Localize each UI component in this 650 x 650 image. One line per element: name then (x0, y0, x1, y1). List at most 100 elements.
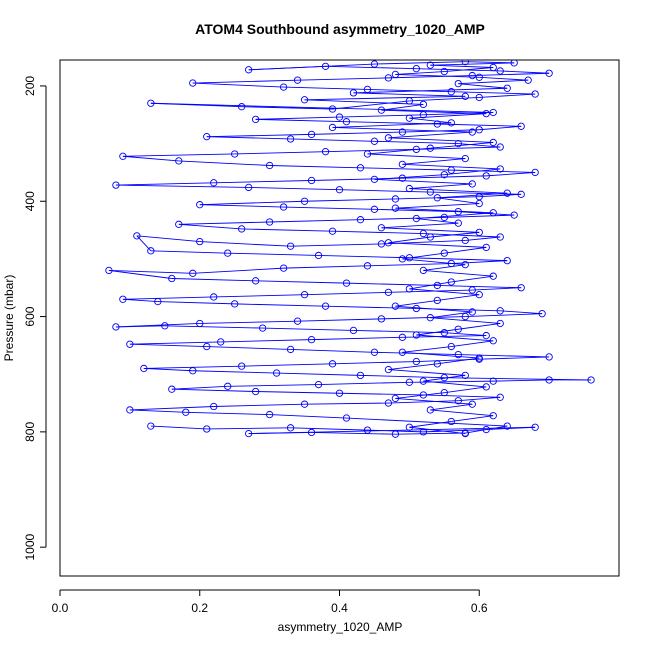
data-point (189, 269, 197, 277)
data-point (496, 67, 504, 75)
y-tick-label: 1000 (23, 534, 37, 561)
x-tick-label: 0.6 (471, 601, 488, 615)
data-point (475, 192, 483, 201)
data-point (384, 134, 393, 142)
series-line-segment (360, 167, 452, 171)
data-point (440, 374, 448, 382)
data-point (454, 219, 462, 227)
data-point (447, 417, 455, 426)
series-line-segment (472, 72, 550, 77)
series-line-segment (423, 264, 466, 271)
data-point (356, 164, 365, 172)
data-point (384, 239, 393, 247)
series-line-segment (290, 348, 375, 353)
series-line-segment (374, 61, 466, 65)
series-line-segment (290, 427, 368, 431)
data-point (370, 60, 379, 68)
series-line-segment (374, 140, 459, 145)
data-point (433, 360, 441, 368)
data-point (112, 181, 120, 189)
data-point (321, 148, 330, 156)
series-line-segment (192, 267, 284, 274)
data-point (489, 138, 497, 147)
data-point (217, 338, 225, 346)
data-point (286, 242, 295, 250)
data-point (238, 225, 246, 233)
series-line-segment (388, 131, 473, 139)
data-point (398, 160, 407, 169)
data-point (419, 391, 427, 399)
data-point (328, 227, 337, 235)
data-point (370, 175, 379, 183)
data-point (475, 93, 483, 102)
series-line-segment (318, 254, 410, 259)
data-point (454, 139, 462, 148)
data-point (231, 150, 239, 158)
data-point (314, 380, 323, 389)
series-line-segment (283, 86, 368, 90)
series-line-segment (409, 421, 452, 428)
data-point (238, 362, 246, 370)
data-point (454, 325, 462, 333)
series-line-segment (108, 269, 172, 279)
data-point (419, 428, 427, 436)
data-point (119, 152, 127, 160)
data-point (370, 205, 379, 213)
data-point (503, 84, 511, 92)
data-point (203, 133, 211, 141)
series-line-segment (213, 294, 305, 298)
chart-title: ATOM4 Southbound asymmetry_1020_AMP (195, 21, 485, 37)
series-line-segment (458, 354, 550, 358)
series-line-segment (388, 400, 459, 404)
series-line-segment (269, 414, 347, 419)
series-line-segment (444, 377, 592, 381)
data-point (433, 281, 441, 290)
series-line-segment (402, 158, 466, 165)
series-line-segment (458, 83, 508, 89)
data-point (231, 300, 239, 308)
series-line-segment (388, 236, 431, 244)
data-point (517, 122, 525, 130)
data-point (405, 285, 414, 293)
series-line-segment (269, 165, 361, 169)
series-line-segment (150, 102, 242, 108)
series-line-segment (430, 64, 494, 68)
series-line-segment (255, 118, 347, 123)
series-line-segment (430, 231, 480, 238)
data-point (405, 254, 414, 262)
data-point (531, 90, 539, 98)
data-point (307, 428, 316, 437)
series-line-segment (192, 79, 298, 84)
data-point (440, 329, 448, 337)
data-point (286, 424, 295, 432)
series-line-segment (451, 91, 536, 95)
series-line-segment (255, 116, 340, 120)
data-point (279, 83, 288, 91)
series-line-segment (430, 62, 515, 66)
series-line-segment (241, 363, 333, 367)
data-point (496, 143, 504, 151)
series-line-segment (332, 361, 417, 365)
data-point (391, 70, 400, 79)
data-point (196, 319, 204, 328)
data-point (147, 422, 155, 430)
series-line-segment (500, 70, 550, 74)
series-line-segment (444, 246, 487, 254)
series-line-segment (248, 186, 340, 191)
data-point (245, 183, 253, 192)
data-point (314, 251, 323, 260)
data-point (468, 400, 476, 408)
series-line-segment (276, 372, 361, 376)
data-point (475, 291, 483, 299)
data-point (440, 171, 448, 179)
series-line-segment (374, 174, 445, 180)
data-point (279, 264, 288, 272)
data-point (391, 430, 400, 438)
data-point (419, 229, 427, 238)
data-point (300, 400, 309, 408)
data-point (398, 255, 407, 263)
data-point (196, 237, 204, 246)
series-line-segment (164, 325, 263, 329)
data-point (475, 126, 483, 134)
series-line-segment (479, 93, 536, 98)
